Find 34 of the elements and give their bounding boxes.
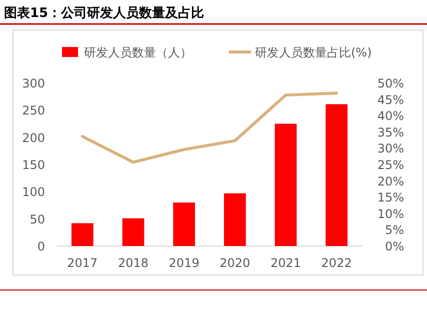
y-tick-label: 200 xyxy=(22,130,45,145)
legend-label: 研发人员数量占比(%) xyxy=(255,46,372,60)
y2-tick-label: 0% xyxy=(384,240,404,254)
x-tick-label: 2017 xyxy=(67,256,98,270)
chart-title: 图表15：公司研发人员数量及占比 xyxy=(4,6,204,21)
bar xyxy=(122,218,144,246)
y-tick-label: 150 xyxy=(22,158,45,172)
y-tick-label: 50 xyxy=(30,212,45,226)
bar xyxy=(173,202,196,246)
x-tick-label: 2018 xyxy=(118,256,149,270)
y2-tick-label: 20% xyxy=(377,174,404,188)
y-tick-label: 250 xyxy=(22,104,45,118)
bar xyxy=(224,193,246,246)
y-tick-label: 300 xyxy=(22,76,45,90)
x-tick-label: 2019 xyxy=(168,256,200,270)
legend-label: 研发人员数量（人） xyxy=(84,46,192,60)
bar xyxy=(326,104,348,246)
y2-tick-label: 10% xyxy=(377,206,404,221)
y2-tick-label: 45% xyxy=(377,92,404,107)
y-tick-label: 0 xyxy=(37,240,45,254)
y2-tick-label: 50% xyxy=(377,76,404,90)
y2-tick-label: 5% xyxy=(384,223,404,238)
y2-tick-label: 30% xyxy=(377,142,404,156)
y2-tick-label: 25% xyxy=(377,158,404,172)
x-tick-label: 2020 xyxy=(220,256,250,270)
y-tick-label: 100 xyxy=(22,185,45,200)
line-series xyxy=(80,92,338,164)
y2-tick-label: 35% xyxy=(377,125,404,140)
x-tick-label: 2021 xyxy=(270,256,302,270)
y2-tick-label: 40% xyxy=(377,109,404,124)
y2-tick-label: 15% xyxy=(377,190,404,205)
bar xyxy=(71,223,94,246)
bar xyxy=(274,124,297,246)
x-tick-label: 2022 xyxy=(321,256,352,270)
